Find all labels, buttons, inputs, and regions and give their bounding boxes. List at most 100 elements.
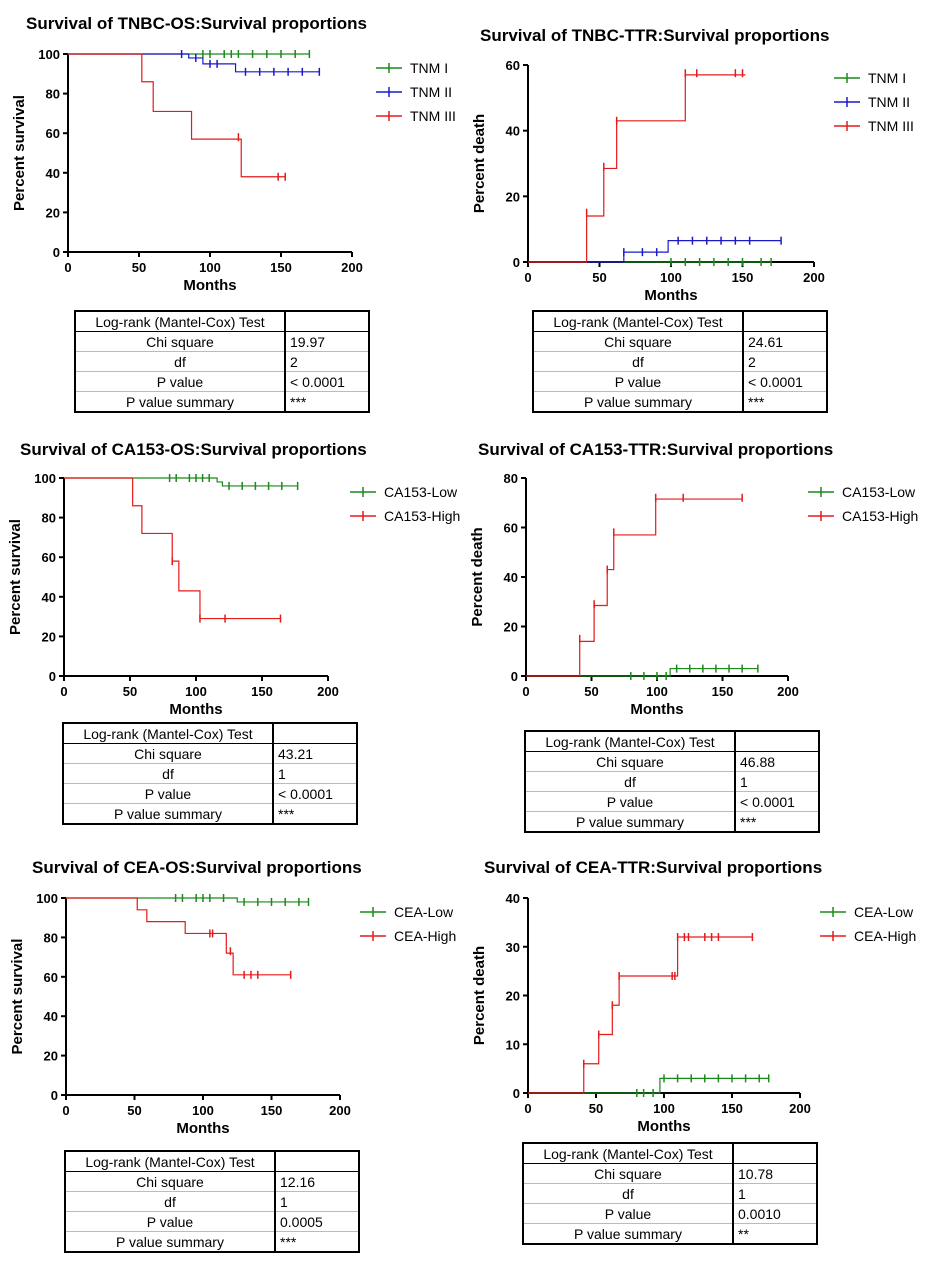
legend-label: CA153-High <box>384 508 460 524</box>
series-line-tnm-iii <box>528 74 746 263</box>
y-tick-label: 60 <box>42 550 56 565</box>
x-tick-label: 200 <box>803 270 825 285</box>
legend-label: CEA-Low <box>854 904 914 920</box>
chart-svg: 0 20 40 60 80 100 0 50 100 150 200 Months Percent su… <box>7 471 460 718</box>
stats-header: Log-rank (Mantel-Cox) Test <box>64 1151 276 1172</box>
y-tick-label: 0 <box>513 255 520 270</box>
chart-panel-tnbc-os: Survival of TNBC-OS:Survival proportions… <box>0 0 466 420</box>
stats-row: Chi square 10.78 <box>522 1163 818 1184</box>
stats-row: P value < 0.0001 <box>62 783 358 804</box>
stats-label: df <box>532 351 744 372</box>
stats-header-row: Log-rank (Mantel-Cox) Test <box>62 723 358 744</box>
stats-row: Chi square 12.16 <box>64 1171 360 1192</box>
legend-label: CA153-Low <box>384 484 458 500</box>
x-axis-label: Months <box>176 1120 229 1137</box>
y-axis-label: Percent death <box>471 946 488 1045</box>
stats-label: P value <box>64 1211 276 1232</box>
legend-label: TNM III <box>868 118 914 134</box>
stats-label: P value <box>522 1203 734 1224</box>
series-line-ca153-high <box>64 477 281 620</box>
y-tick-label: 0 <box>51 1088 58 1103</box>
y-tick-label: 60 <box>506 58 520 73</box>
stats-value: 1 <box>274 1191 360 1212</box>
stats-label: df <box>64 1191 276 1212</box>
stats-value: ** <box>732 1223 818 1245</box>
series-line-tnm-ii <box>528 240 782 263</box>
x-tick-label: 150 <box>251 684 273 699</box>
chart-title: Survival of TNBC-TTR:Survival proportion… <box>480 26 830 45</box>
x-tick-label: 200 <box>317 684 339 699</box>
y-axis-label: Percent death <box>471 114 488 213</box>
chart-title: Survival of CA153-TTR:Survival proportio… <box>478 440 834 459</box>
stats-value: 24.61 <box>742 331 828 352</box>
stats-header-value <box>284 311 370 332</box>
stats-value: 1 <box>732 1183 818 1204</box>
stats-row: P value summary *** <box>532 391 828 413</box>
stats-row: P value summary *** <box>74 391 370 413</box>
stats-label: P value summary <box>74 391 286 413</box>
stats-header-value <box>274 1151 360 1172</box>
legend-label: CEA-High <box>394 928 456 944</box>
stats-label: Chi square <box>524 751 736 772</box>
stats-value: < 0.0001 <box>742 371 828 392</box>
x-tick-label: 150 <box>732 270 754 285</box>
y-tick-label: 40 <box>504 570 518 585</box>
stats-value: 0.0005 <box>274 1211 360 1232</box>
y-tick-label: 40 <box>506 124 520 139</box>
stats-value: *** <box>284 391 370 413</box>
stats-label: P value <box>524 791 736 812</box>
y-tick-label: 20 <box>42 629 56 644</box>
chart-panel-tnbc-ttr: Survival of TNBC-TTR:Survival proportion… <box>466 0 932 420</box>
x-tick-label: 200 <box>777 684 799 699</box>
x-axis-label: Months <box>183 277 236 294</box>
y-tick-label: 80 <box>46 87 60 102</box>
y-tick-label: 100 <box>34 471 56 486</box>
stats-label: Chi square <box>522 1163 734 1184</box>
x-tick-label: 0 <box>64 260 71 275</box>
y-tick-label: 100 <box>38 47 60 62</box>
stats-row: P value < 0.0001 <box>532 371 828 392</box>
stats-row: P value summary *** <box>64 1231 360 1253</box>
series-line-cea-low <box>66 897 309 903</box>
stats-row: P value 0.0005 <box>64 1211 360 1232</box>
x-tick-label: 0 <box>522 684 529 699</box>
chart-svg: 0 20 40 60 80 0 50 100 150 200 Months Percent death… <box>469 471 918 718</box>
stats-value: 46.88 <box>734 751 820 772</box>
series-line-tnm-ii <box>68 53 320 73</box>
y-tick-label: 40 <box>46 166 60 181</box>
stats-value: *** <box>274 1231 360 1253</box>
stats-value: 1 <box>272 763 358 784</box>
stats-table: Log-rank (Mantel-Cox) Test Chi square 12.1… <box>64 1150 360 1253</box>
stats-value: 43.21 <box>272 743 358 764</box>
y-axis-label: Percent survival <box>7 519 24 635</box>
series-line-cea-high <box>66 897 291 976</box>
stats-label: Chi square <box>532 331 744 352</box>
stats-value: *** <box>734 811 820 833</box>
chart-svg: 0 20 40 60 0 50 100 150 200 Months Percent death TN… <box>471 58 914 304</box>
chart-title: Survival of CEA-OS:Survival proportions <box>32 858 362 877</box>
series-line-cea-high <box>528 936 753 1094</box>
y-tick-label: 80 <box>42 511 56 526</box>
x-tick-label: 0 <box>60 684 67 699</box>
stats-table: Log-rank (Mantel-Cox) Test Chi square 46.8… <box>524 730 820 833</box>
series-line-tnm-iii <box>68 53 286 178</box>
stats-label: P value summary <box>522 1223 734 1245</box>
chart-title: Survival of CA153-OS:Survival proportion… <box>20 440 367 459</box>
stats-row: Chi square 46.88 <box>524 751 820 772</box>
x-tick-label: 200 <box>341 260 363 275</box>
y-tick-label: 20 <box>506 989 520 1004</box>
stats-value: 2 <box>284 351 370 372</box>
chart-panel-ca153-ttr: Survival of CA153-TTR:Survival proportio… <box>466 430 932 840</box>
stats-label: P value <box>62 783 274 804</box>
stats-label: P value summary <box>532 391 744 413</box>
y-tick-label: 0 <box>511 669 518 684</box>
stats-header-value <box>742 311 828 332</box>
x-tick-label: 100 <box>192 1103 214 1118</box>
stats-row: df 1 <box>64 1191 360 1212</box>
legend-label: TNM III <box>410 108 456 124</box>
y-tick-label: 100 <box>36 891 58 906</box>
x-tick-label: 0 <box>62 1103 69 1118</box>
chart-panel-ca153-os: Survival of CA153-OS:Survival proportion… <box>0 430 466 840</box>
x-tick-label: 100 <box>653 1101 675 1116</box>
stats-label: df <box>524 771 736 792</box>
